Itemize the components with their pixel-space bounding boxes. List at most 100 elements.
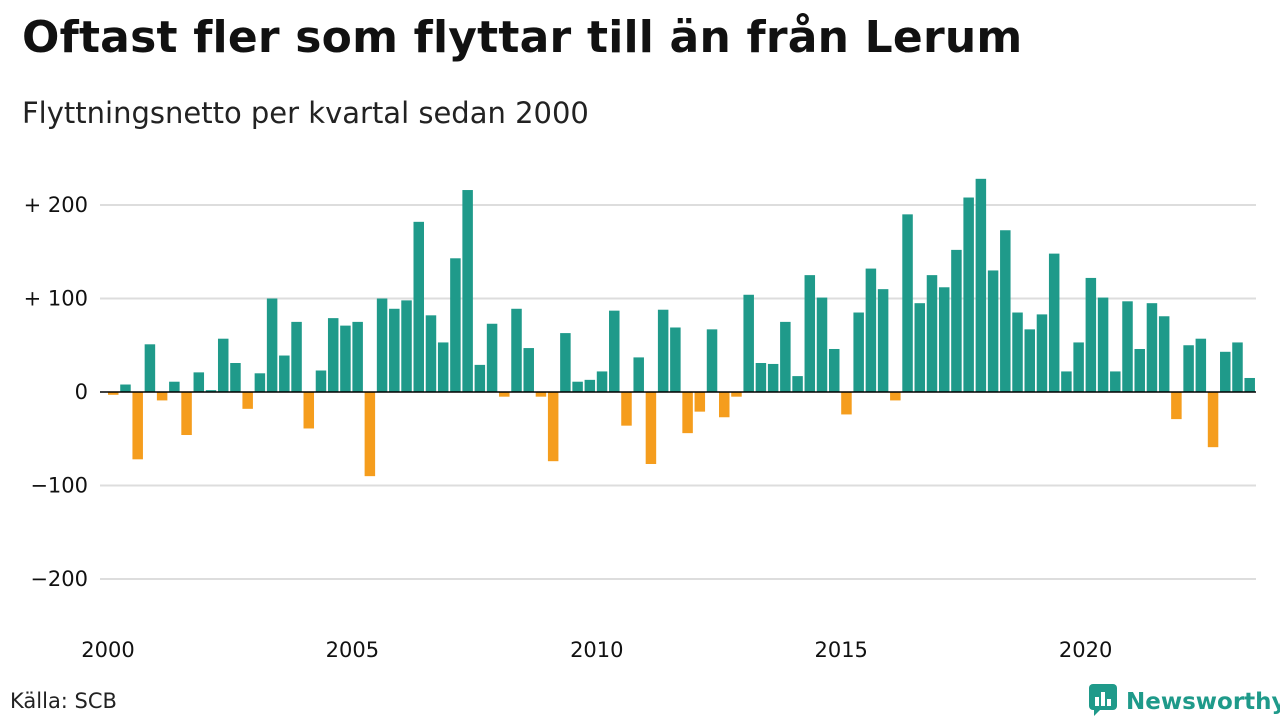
bar — [486, 323, 498, 393]
bar — [181, 392, 192, 436]
bar — [560, 333, 571, 393]
chart-title: Oftast fler som flyttar till än från Ler… — [22, 12, 1023, 63]
bar — [1024, 329, 1035, 393]
bar — [963, 197, 974, 392]
bar — [242, 392, 253, 409]
bar — [364, 392, 376, 477]
bar — [1183, 345, 1194, 392]
bar — [1195, 338, 1207, 392]
bar — [1158, 316, 1170, 392]
bar — [450, 258, 461, 392]
bar — [1110, 371, 1121, 392]
bar — [865, 268, 877, 392]
bar — [951, 249, 962, 392]
bar — [535, 392, 547, 397]
bar — [474, 364, 486, 392]
bar — [315, 370, 327, 393]
bar — [596, 371, 608, 392]
bar — [731, 392, 742, 397]
bar — [499, 392, 510, 397]
bar — [1000, 230, 1011, 392]
bar — [205, 390, 217, 392]
bar — [376, 298, 388, 392]
source-label: Källa: SCB — [10, 689, 117, 713]
bar — [804, 275, 816, 393]
bar — [1085, 277, 1097, 392]
newsworthy-logo-icon — [1088, 683, 1118, 721]
chart-subtitle: Flyttningsnetto per kvartal sedan 2000 — [22, 96, 589, 130]
bar — [254, 373, 266, 392]
bar — [144, 344, 156, 392]
bar — [1232, 342, 1243, 392]
x-tick-label: 2020 — [1059, 638, 1112, 662]
bar — [230, 363, 241, 392]
bar — [156, 392, 168, 401]
bar — [645, 392, 657, 464]
bar — [1097, 297, 1109, 392]
bar — [682, 392, 693, 434]
bar — [352, 321, 363, 393]
brand-name: Newsworthy — [1126, 689, 1280, 715]
bar — [767, 363, 779, 392]
bar — [1122, 301, 1133, 393]
bar — [853, 312, 864, 392]
x-tick-label: 2005 — [326, 638, 379, 662]
bar — [902, 214, 913, 392]
bar — [621, 392, 632, 426]
bar — [841, 392, 852, 415]
bar — [1244, 377, 1255, 393]
bar — [1012, 312, 1023, 392]
bar — [511, 308, 522, 392]
bar — [743, 294, 754, 392]
bar — [828, 348, 840, 392]
bar — [1146, 303, 1158, 393]
y-tick-label: + 100 — [24, 287, 88, 311]
bar — [694, 392, 706, 412]
bar — [169, 381, 180, 392]
bar — [1036, 314, 1048, 392]
bar — [975, 178, 987, 392]
bar — [108, 392, 119, 395]
brand-logo[interactable]: Newsworthy — [1088, 683, 1280, 721]
bar — [1073, 342, 1084, 392]
bar — [193, 372, 205, 393]
bar — [670, 327, 681, 393]
bar — [755, 363, 767, 392]
bar — [462, 190, 473, 392]
bar — [132, 392, 143, 460]
bar — [657, 309, 669, 392]
y-tick-label: 0 — [75, 380, 88, 404]
bar — [926, 275, 938, 393]
bar — [1048, 253, 1060, 392]
x-tick-label: 2000 — [81, 638, 134, 662]
bar — [425, 315, 437, 392]
bar — [1134, 348, 1145, 392]
bar — [279, 355, 290, 392]
bar — [792, 376, 803, 393]
bar — [523, 348, 534, 393]
bar — [437, 342, 449, 392]
bar — [547, 392, 559, 462]
x-tick-label: 2010 — [570, 638, 623, 662]
bar — [327, 318, 339, 392]
bar — [572, 381, 583, 392]
bar — [1061, 371, 1072, 392]
bar — [987, 270, 999, 392]
bar — [719, 392, 730, 418]
bar — [609, 310, 620, 392]
axis-layer: + 200 + 100 0 −100 −200 2000 2005 2010 2015 2020 — [24, 193, 1256, 662]
y-tick-label: + 200 — [24, 193, 88, 217]
bar — [1220, 351, 1231, 393]
bar — [291, 321, 302, 393]
bar — [877, 289, 889, 392]
bar — [938, 287, 950, 392]
bar — [1171, 392, 1182, 420]
y-tick-label: −200 — [30, 567, 88, 591]
bar-layer — [108, 178, 1255, 477]
bar — [266, 298, 278, 392]
x-tick-label: 2015 — [814, 638, 867, 662]
bar — [340, 325, 351, 393]
bar — [1207, 392, 1219, 448]
bar — [389, 308, 400, 392]
